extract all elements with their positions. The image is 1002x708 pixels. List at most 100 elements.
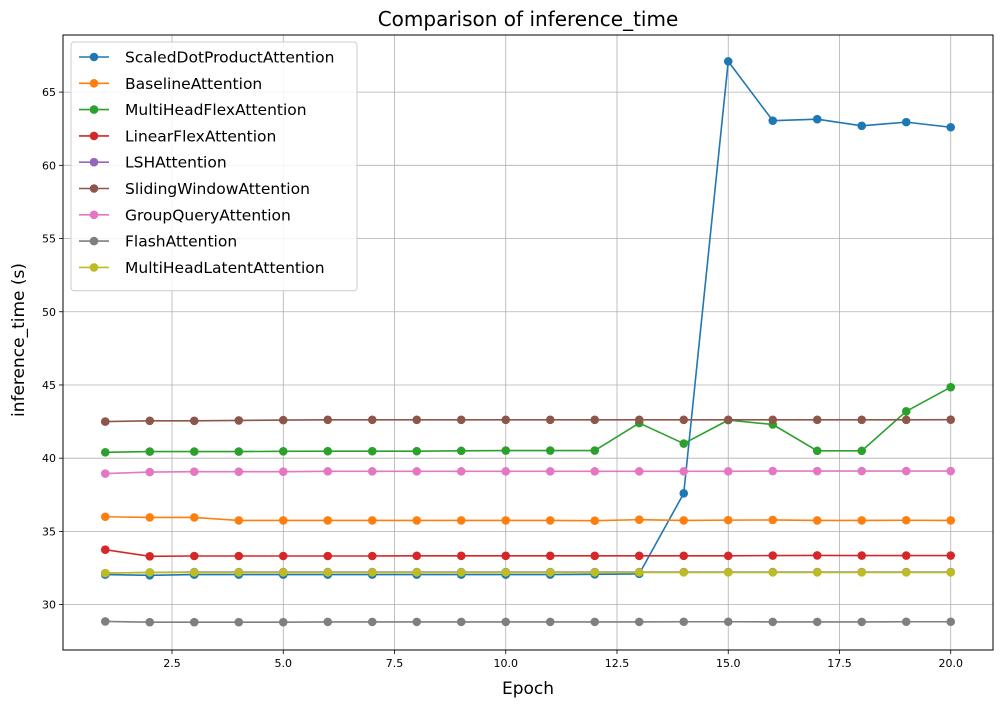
data-point xyxy=(278,516,288,525)
data-point xyxy=(545,516,555,525)
data-point xyxy=(812,516,822,525)
series-FlashAttention xyxy=(100,617,956,627)
data-point xyxy=(278,568,288,577)
data-point xyxy=(590,516,600,525)
data-point xyxy=(234,568,244,577)
data-point xyxy=(723,467,733,476)
data-point xyxy=(501,516,511,525)
data-point xyxy=(278,467,288,476)
data-point xyxy=(679,516,689,525)
data-point xyxy=(367,467,377,476)
data-point xyxy=(278,551,288,561)
data-point xyxy=(234,416,244,425)
legend-label: MultiHeadLatentAttention xyxy=(125,259,325,277)
data-point xyxy=(501,551,511,561)
legend-item: LSHAttention xyxy=(79,154,227,172)
legend-label: ScaledDotProductAttention xyxy=(125,49,334,67)
data-point xyxy=(857,446,867,456)
legend-marker xyxy=(89,157,99,167)
data-point xyxy=(100,512,110,522)
data-point xyxy=(501,617,511,627)
data-point xyxy=(901,407,911,416)
data-point xyxy=(946,415,956,424)
series-SlidingWindowAttention xyxy=(100,415,956,426)
data-point xyxy=(590,415,600,425)
legend-marker xyxy=(89,263,99,272)
data-point xyxy=(590,568,600,577)
legend: ScaledDotProductAttention BaselineAttenti… xyxy=(70,41,358,292)
data-point xyxy=(812,114,822,124)
data-point xyxy=(100,448,110,457)
data-point xyxy=(634,617,644,627)
y-axis-label: inference_time (s) xyxy=(9,263,29,417)
data-point xyxy=(901,466,911,476)
data-point xyxy=(946,551,956,560)
series-BaselineAttention xyxy=(100,512,956,525)
legend-label: SlidingWindowAttention xyxy=(125,180,310,198)
data-point xyxy=(812,415,822,425)
legend-marker xyxy=(89,210,99,220)
data-point xyxy=(412,415,422,425)
data-point xyxy=(412,568,422,577)
data-point xyxy=(234,617,244,627)
data-point xyxy=(456,617,466,627)
data-point xyxy=(857,466,867,476)
data-point xyxy=(946,466,956,476)
axis-ticks: 2.5 5.0 7.5 10.0 12.5 15.0 17.5 20.0 30 35 40 45 50 5… xyxy=(42,86,963,670)
data-point xyxy=(679,568,689,577)
legend-item: BaselineAttention xyxy=(79,75,262,93)
grid xyxy=(63,35,993,650)
data-point xyxy=(723,57,733,66)
data-point xyxy=(812,466,822,476)
legend-item: ScaledDotProductAttention xyxy=(79,49,334,67)
data-point xyxy=(723,551,733,561)
y-tick-label: 50 xyxy=(42,306,56,319)
data-point xyxy=(634,568,644,577)
x-tick-label: 12.5 xyxy=(605,657,630,670)
data-point xyxy=(679,415,689,425)
y-tick-label: 60 xyxy=(42,159,56,172)
data-point xyxy=(723,415,733,425)
data-point xyxy=(412,446,422,456)
data-point xyxy=(857,617,867,627)
x-tick-label: 5.0 xyxy=(275,657,293,670)
data-point xyxy=(189,467,199,476)
data-point xyxy=(501,568,511,577)
x-tick-label: 7.5 xyxy=(386,657,404,670)
data-point xyxy=(946,617,956,627)
data-point xyxy=(412,551,422,561)
data-point xyxy=(590,551,600,561)
data-point xyxy=(946,568,956,577)
data-point xyxy=(145,513,155,522)
data-point xyxy=(145,467,155,477)
data-point xyxy=(857,551,867,560)
legend-box xyxy=(70,41,358,292)
data-point xyxy=(367,617,377,627)
data-point xyxy=(189,617,199,627)
data-point xyxy=(590,617,600,627)
series-line xyxy=(105,418,951,423)
data-point xyxy=(367,568,377,577)
data-point xyxy=(367,551,377,561)
data-point xyxy=(234,516,244,525)
legend-item: SlidingWindowAttention xyxy=(79,180,310,198)
data-point xyxy=(857,516,867,525)
data-point xyxy=(768,466,778,476)
data-point xyxy=(323,551,333,561)
data-point xyxy=(901,117,911,127)
data-point xyxy=(901,515,911,525)
legend-label: MultiHeadFlexAttention xyxy=(125,101,307,119)
x-tick-label: 10.0 xyxy=(494,657,519,670)
data-point xyxy=(679,467,689,476)
series-LinearFlexAttention xyxy=(100,545,956,561)
series-line xyxy=(105,571,951,574)
data-point xyxy=(234,467,244,476)
legend-label: GroupQueryAttention xyxy=(125,206,291,224)
data-point xyxy=(768,617,778,627)
data-point xyxy=(634,467,644,476)
data-point xyxy=(545,467,555,476)
data-point xyxy=(367,446,377,456)
data-point xyxy=(456,467,466,476)
legend-item: FlashAttention xyxy=(79,233,237,251)
x-tick-label: 2.5 xyxy=(163,657,181,670)
